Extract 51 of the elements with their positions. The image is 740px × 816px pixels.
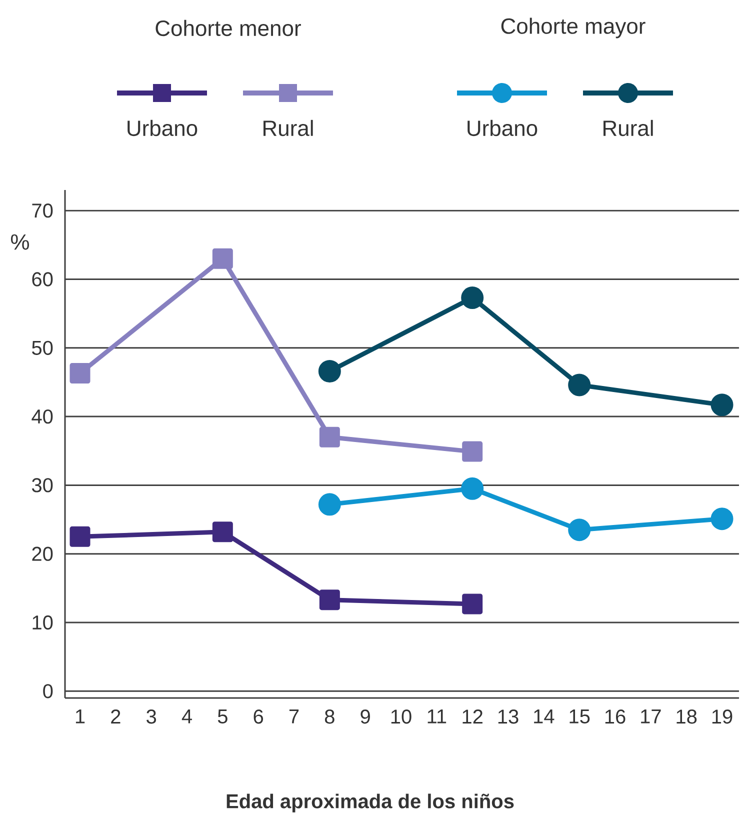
point [568, 374, 591, 396]
point [318, 493, 342, 516]
point [70, 526, 90, 547]
y-tick-label: 30 [32, 478, 53, 492]
x-tick-label: 10 [392, 710, 412, 724]
x-tick-label: 4 [182, 710, 192, 724]
y-tick-label: 40 [32, 409, 53, 424]
point [461, 286, 484, 310]
point [461, 477, 484, 500]
y-tick-label: 70 [32, 204, 53, 218]
x-tick-label: 5 [218, 710, 228, 724]
x-tick-label: 18 [676, 710, 697, 724]
x-tick-label: 14 [534, 710, 554, 724]
y-tick-label: 60 [32, 272, 53, 286]
x-tick-label: 11 [428, 710, 446, 724]
x-tick-label: 3 [146, 710, 156, 724]
x-tick-label: 12 [462, 710, 483, 724]
y-tick-label: 10 [32, 615, 53, 630]
point [318, 360, 342, 382]
legend-label: Urbano [128, 120, 198, 136]
x-tick-label: 17 [641, 710, 661, 724]
point [462, 441, 483, 462]
x-tick-label: 6 [254, 710, 264, 724]
point [320, 426, 340, 448]
point [70, 363, 90, 384]
point [462, 594, 483, 614]
legend-label: Rural [604, 120, 653, 136]
point [710, 508, 734, 530]
x-tick-label: 15 [570, 710, 590, 724]
y-tick-label: 20 [32, 546, 53, 561]
text: Cohorte menor [156, 20, 302, 36]
x-tick-label: 1 [76, 710, 85, 724]
y-axis-title: % [11, 234, 30, 250]
legend-label: Rural [264, 120, 313, 136]
y-tick-label: 0 [43, 684, 53, 698]
x-tick-label: 16 [606, 710, 626, 724]
x-tick-label: 8 [325, 710, 334, 724]
x-tick-label: 2 [111, 710, 120, 724]
point [568, 518, 591, 542]
x-axis-title: Edad aproximada de los niños [226, 794, 514, 812]
x-tick-label: 9 [360, 710, 370, 724]
x-tick-label: 13 [498, 710, 518, 724]
point [710, 394, 734, 416]
point [320, 590, 340, 610]
y-tick-label: 50 [32, 340, 53, 355]
text: Cohorte mayor [501, 18, 646, 38]
legend-label: Urbano [468, 120, 538, 136]
x-tick-label: 19 [712, 710, 732, 724]
point [212, 522, 234, 542]
point [212, 248, 234, 269]
x-tick-label: 7 [290, 710, 299, 724]
